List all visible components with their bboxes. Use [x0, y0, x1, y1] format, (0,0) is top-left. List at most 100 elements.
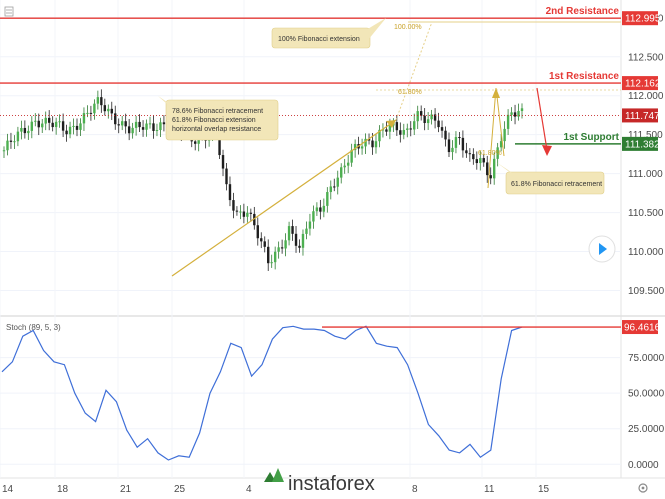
candle-body	[127, 126, 131, 134]
candle-body	[2, 150, 6, 152]
candle-body	[124, 121, 127, 127]
candle-body	[96, 97, 100, 104]
fib-retrace-arrow	[492, 88, 500, 98]
candle-body	[260, 238, 263, 242]
stoch-grid	[0, 357, 621, 465]
price-tick-label: 110.500	[628, 208, 664, 219]
candle-body	[44, 117, 47, 124]
candle-body	[34, 120, 37, 122]
fib-trendline	[171, 119, 397, 277]
candle-body	[447, 139, 451, 153]
candle-body	[475, 159, 479, 164]
callout-text: 61.8% Fibonacci retracement	[511, 181, 602, 188]
candle-body	[159, 122, 162, 131]
candle-body	[458, 137, 461, 139]
candles	[2, 89, 524, 271]
candle-body	[423, 115, 426, 124]
candle-body	[148, 123, 152, 125]
candle-body	[131, 127, 134, 134]
time-axis[interactable]: 14 18 21 25 4 8 11 15	[2, 484, 550, 495]
candle-body	[305, 228, 308, 234]
candle-body	[291, 226, 294, 234]
time-tick-label: 14	[2, 484, 14, 495]
candle-body	[249, 212, 253, 214]
candle-body	[395, 122, 399, 131]
price-tag-box	[622, 76, 658, 91]
annotation-786: 78.6% Fibonacci retracement 61.8% Fibona…	[158, 96, 279, 141]
candle-body	[416, 111, 419, 122]
candle-body	[114, 113, 117, 125]
stoch-tag-label: 96.4616	[624, 323, 661, 334]
callout-text: 100% Fibonacci extension	[278, 36, 360, 43]
candle-body	[315, 207, 319, 212]
candle-body	[270, 262, 273, 264]
candle-body	[141, 127, 145, 130]
candle-body	[520, 108, 524, 112]
candle-body	[472, 154, 475, 160]
candle-body	[329, 186, 332, 193]
candle-body	[378, 129, 381, 142]
candle-body	[360, 146, 364, 149]
candle-body	[162, 122, 166, 125]
level-label: 2nd Resistance	[546, 6, 620, 17]
callout-text-1: 78.6% Fibonacci retracement	[172, 108, 263, 115]
candle-body	[468, 153, 472, 155]
candle-body	[298, 245, 301, 248]
candle-body	[242, 211, 246, 217]
stoch-tick-label: 50.0000	[628, 389, 665, 400]
candle-body	[89, 112, 93, 114]
bearish-projection-arrow	[542, 145, 552, 156]
candle-body	[496, 147, 499, 159]
logo-mark	[264, 468, 284, 482]
candle-body	[346, 162, 350, 166]
fib-trendline-arrow	[386, 120, 396, 128]
candle-body	[134, 121, 138, 128]
play-icon[interactable]	[599, 243, 607, 255]
price-tag-box	[622, 136, 658, 151]
candle-body	[513, 112, 517, 117]
candle-body	[284, 240, 287, 249]
stoch-tick-label: 25.0000	[628, 424, 665, 435]
candle-body	[239, 211, 242, 213]
stoch-axis[interactable]: 75.0000 50.0000 25.0000 0.0000	[628, 353, 665, 471]
fibonacci-drawings: 100.00% 61.80% 61.80%	[171, 21, 621, 277]
scroll-right-button[interactable]	[588, 235, 616, 263]
candle-body	[430, 114, 433, 120]
candle-body	[454, 137, 458, 148]
candle-body	[54, 121, 58, 128]
candle-body	[433, 114, 437, 121]
callout-box	[165, 99, 279, 141]
candle-body	[385, 129, 388, 132]
candle-body	[6, 140, 9, 151]
callout-text-3: horizontal overlap resistance	[172, 126, 261, 133]
gear-icon[interactable]	[638, 483, 648, 493]
candle-body	[267, 246, 270, 264]
callout-pointer	[366, 18, 386, 40]
candle-body	[399, 130, 402, 135]
candle-body	[13, 141, 16, 143]
candle-body	[461, 137, 465, 151]
price-tag-label: 111.382	[625, 139, 660, 150]
candle-body	[503, 128, 506, 142]
candle-body	[343, 165, 346, 168]
levels: 2nd Resistance 112.995 1st Resistance 112.1…	[0, 6, 661, 151]
gear-center[interactable]	[641, 486, 645, 490]
candle-body	[103, 105, 107, 112]
settings-gear-icon[interactable]	[638, 483, 648, 493]
candle-body	[225, 168, 228, 185]
time-tick-label: 18	[57, 484, 69, 495]
candle-body	[107, 108, 110, 112]
candle-body	[65, 130, 68, 135]
candle-body	[27, 130, 30, 134]
candle-body	[72, 125, 75, 127]
candle-body	[9, 140, 13, 142]
chart-menu-icon[interactable]	[4, 6, 14, 17]
price-tag-box	[622, 11, 658, 26]
candle-body	[517, 111, 520, 117]
time-tick-label: 4	[246, 484, 252, 495]
candle-body	[451, 147, 454, 153]
price-tick-label: 109.500	[628, 286, 665, 297]
menu-icon-frame[interactable]	[4, 6, 14, 17]
candle-body	[138, 121, 141, 128]
candle-body	[367, 138, 371, 141]
